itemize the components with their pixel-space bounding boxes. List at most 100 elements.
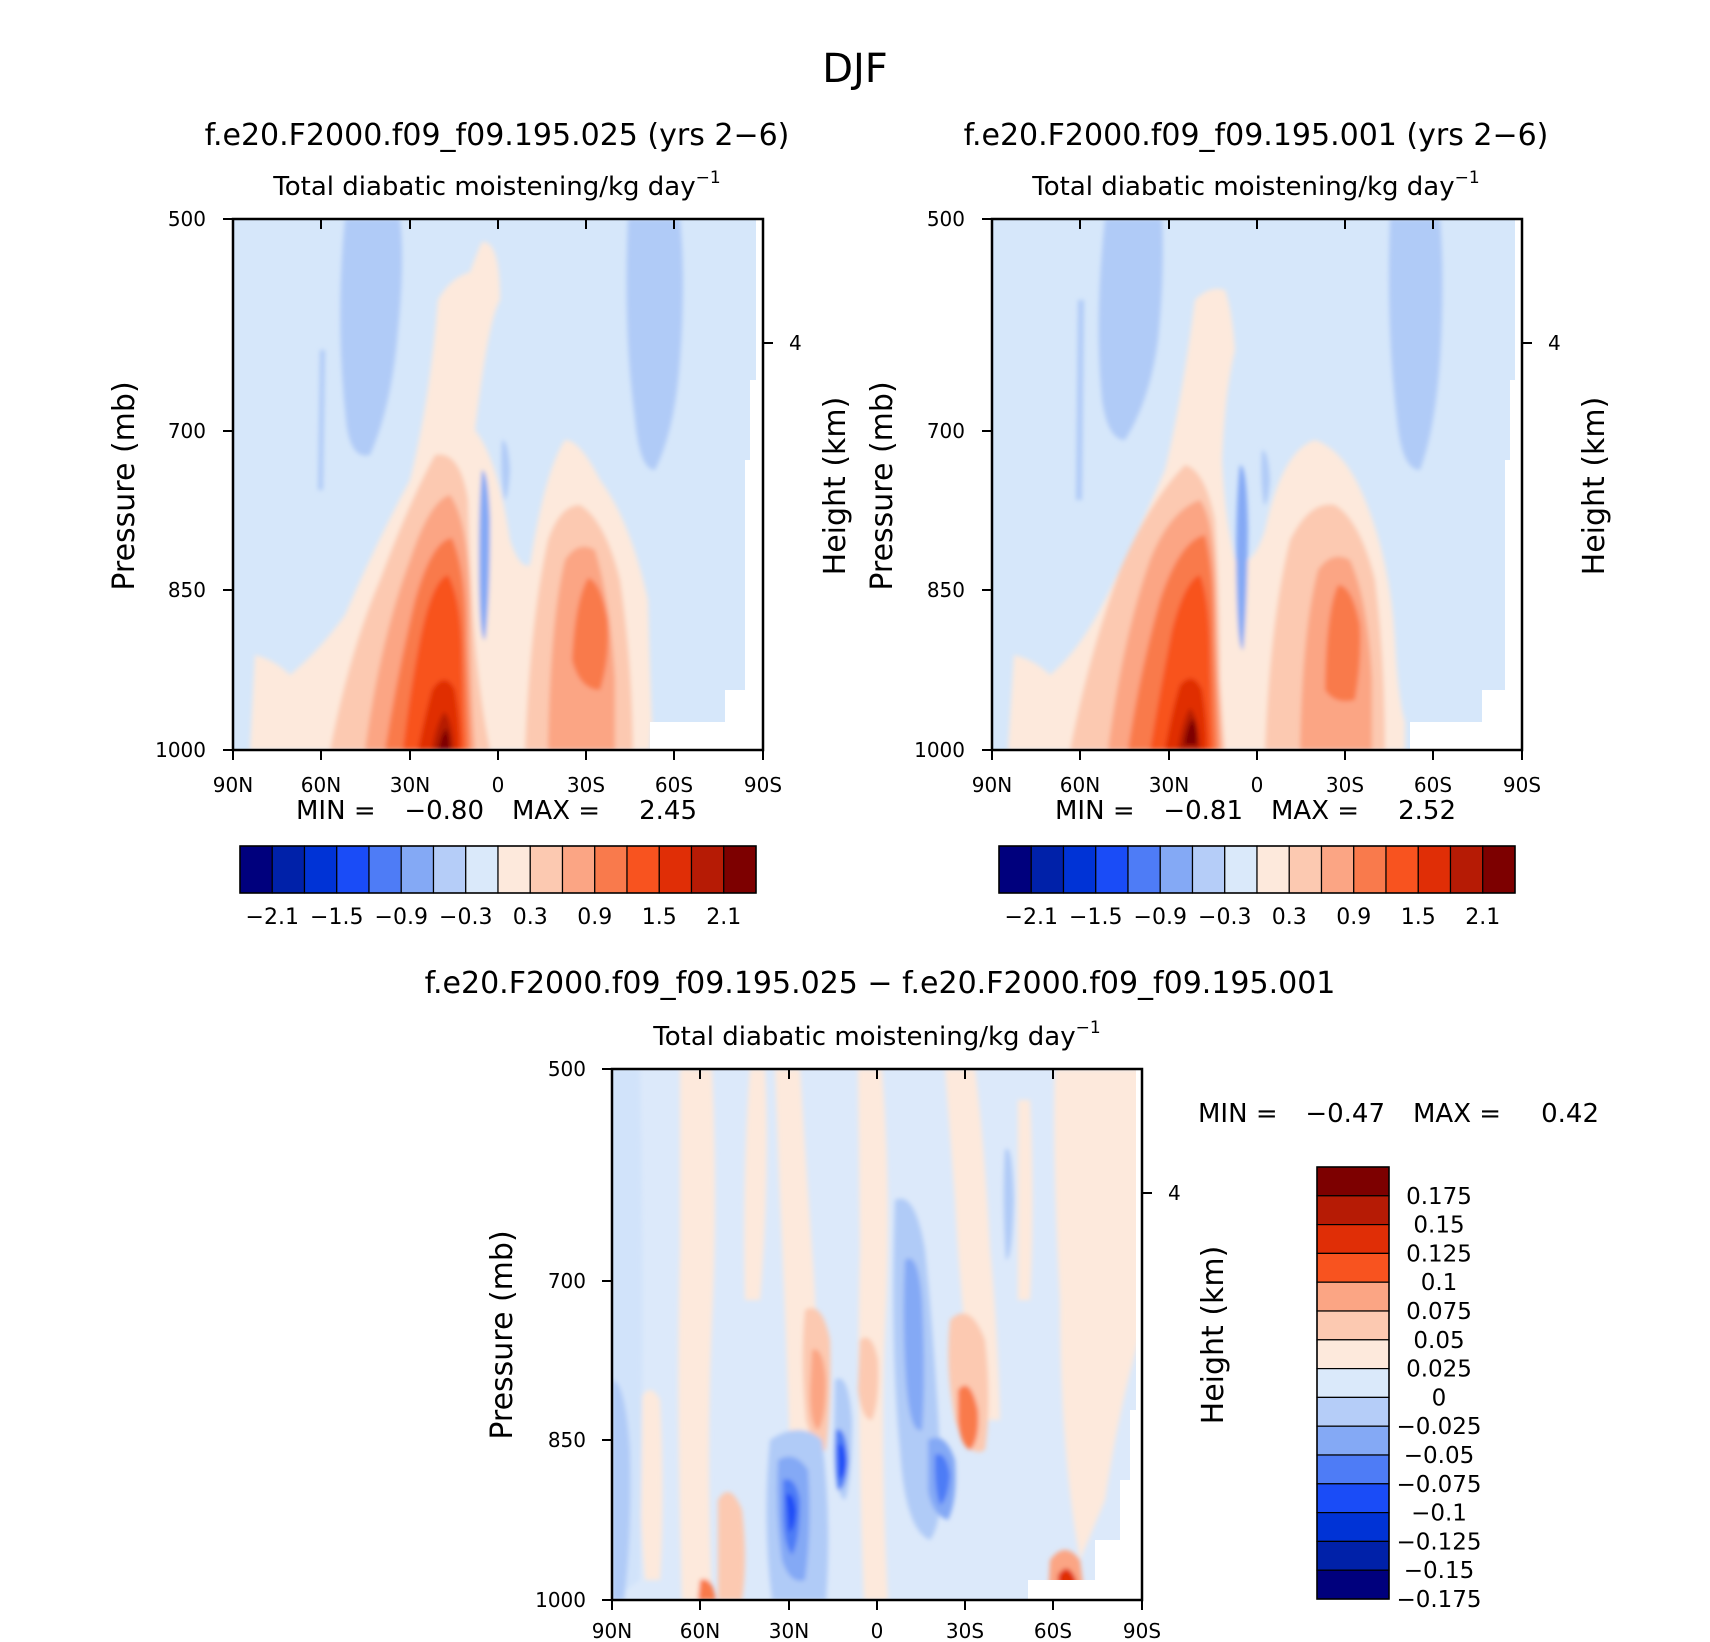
panel-025-neg-streak-eq2 [501,440,510,500]
colorbar-swatch [594,845,628,894]
panel-diff-min-value: −0.47 [1305,1099,1385,1129]
panel-diff-neg-left-lower [612,1380,631,1600]
y-tick-label: 850 [168,578,206,602]
x-tick-label: 90S [1503,773,1541,797]
panel-001-max-value: 2.52 [1398,796,1456,826]
y-tick-label: 1000 [535,1588,586,1612]
panel-diff-pos-band-8 [639,1390,663,1580]
panel-025-neg-blob-sh [626,219,683,470]
colorbar-label: −0.9 [1134,905,1187,930]
colorbar-swatch [529,845,564,894]
colorbar-swatch [1127,845,1161,894]
colorbar-swatch [1385,845,1419,894]
x-tick-label: 30N [390,773,430,797]
x-tick-label: 90N [592,1619,632,1642]
colorbar-swatch [658,845,693,894]
panel-001-neg-streak [1076,300,1084,500]
colorbar-label: −0.3 [1198,905,1251,930]
colorbar-swatch [626,845,660,894]
panel-001: f.e20.F2000.f09_f09.195.001 (yrs 2−6) To… [865,118,1612,930]
colorbar-swatch [1316,1454,1390,1485]
panel-001-subtitle: Total diabatic moistening/kg day−1 [1031,168,1479,202]
panel-diff-pos-band-2 [744,1069,767,1300]
colorbar-swatch [690,845,725,894]
panel-diff-subtitle: Total diabatic moistening/kg day−1 [652,1018,1100,1052]
x-tick-label: 0 [871,1619,884,1642]
panel-diff-pos-strong-1 [810,1349,826,1430]
panel-001-ylabel: Pressure (mb) [865,381,900,590]
panel-001-neg-blob-nh [1098,219,1163,440]
panel-diff-neg-core-2 [934,1454,950,1505]
panel-diff-pos-band-6 [1054,1069,1142,1560]
right-tick-label: 4 [789,331,802,355]
panel-001-subtitle-text: Total diabatic moistening/kg day [1031,172,1454,202]
panel-001-neg-streak-eq2 [1261,450,1270,505]
colorbar-swatch [1353,845,1387,894]
panel-diff: f.e20.F2000.f09_f09.195.025 − f.e20.F200… [425,966,1599,1642]
y-tick-label: 700 [168,419,206,443]
panel-025: f.e20.F2000.f09_f09.195.025 (yrs 2−6) To… [107,118,853,930]
panel-025-ticks [223,218,773,760]
colorbar-label: 0.1 [1421,1270,1458,1296]
colorbar-label: −0.15 [1404,1558,1474,1584]
panel-001-neg-blob-sh [1388,219,1443,470]
colorbar-label: 0 [1432,1385,1447,1411]
colorbar-label: −0.3 [439,905,492,930]
x-tick-label: 30N [769,1619,809,1642]
colorbar-label: −2.1 [246,905,299,930]
colorbar-label: 0.05 [1413,1328,1464,1354]
x-tick-label: 30S [567,773,605,797]
x-tick-label: 90S [744,773,782,797]
panel-001-pos-lvl4-sh [1325,585,1361,702]
panel-001-title: f.e20.F2000.f09_f09.195.001 (yrs 2−6) [964,118,1549,153]
right-tick-label: 4 [1168,1181,1181,1205]
colorbar-swatch [1316,1569,1390,1600]
colorbar-label: 0.075 [1406,1299,1472,1325]
colorbar-swatch [1224,845,1258,894]
panel-025-subtitle-text: Total diabatic moistening/kg day [272,172,695,202]
colorbar-swatch [1417,845,1452,894]
colorbar-swatch [723,845,757,894]
y-tick-label: 1000 [155,738,206,762]
panel-001-ylabel-right: Height (km) [1577,397,1612,576]
x-tick-label: 60N [1060,773,1100,797]
panel-diff-subtitle-sup: −1 [1076,1018,1101,1038]
colorbar-swatch [1191,845,1226,894]
colorbar-swatch [303,845,338,894]
x-tick-label: 60S [1034,1619,1072,1642]
figure-title: DJF [822,46,888,92]
panel-diff-neg-strong-2 [903,1258,924,1431]
y-tick-label: 1000 [914,738,965,762]
y-tick-label: 700 [927,419,965,443]
colorbar-swatch [1316,1166,1390,1197]
panel-diff-neg-core-4 [786,1494,796,1532]
colorbar-label: −0.05 [1404,1443,1474,1469]
x-tick-label: 90S [1123,1619,1161,1642]
panel-025-colorbar: −2.1 −1.5 −0.9 −0.3 0.3 0.9 1.5 2.1 [239,845,757,930]
x-tick-label: 30S [946,1619,984,1642]
panel-diff-pos-band-4 [858,1069,888,1600]
panel-001-min-value: −0.81 [1163,796,1243,826]
panel-025-min-label: MIN = [296,796,376,826]
colorbar-label: 0.3 [513,905,548,930]
colorbar-swatch [1095,845,1129,894]
panel-001-neg-streak-eq [1236,465,1248,650]
colorbar-swatch [1159,845,1194,894]
colorbar-swatch [1316,1540,1390,1571]
colorbar-swatch [1256,845,1290,894]
colorbar-swatch [1316,1281,1390,1312]
x-tick-label: 60S [655,773,693,797]
colorbar-frame [1316,1166,1390,1600]
panel-diff-neg-mid-4 [1003,1148,1014,1260]
colorbar-swatch [1316,1483,1390,1514]
colorbar-label: 2.1 [706,905,741,930]
colorbar-label: −0.025 [1396,1414,1481,1440]
x-tick-label: 90N [972,773,1012,797]
colorbar-swatch [497,845,531,894]
right-tick-label: 4 [1548,331,1561,355]
panel-025-neg-blob-nh [340,219,403,456]
colorbar-label: −0.175 [1396,1587,1481,1613]
y-tick-label: 850 [927,578,965,602]
